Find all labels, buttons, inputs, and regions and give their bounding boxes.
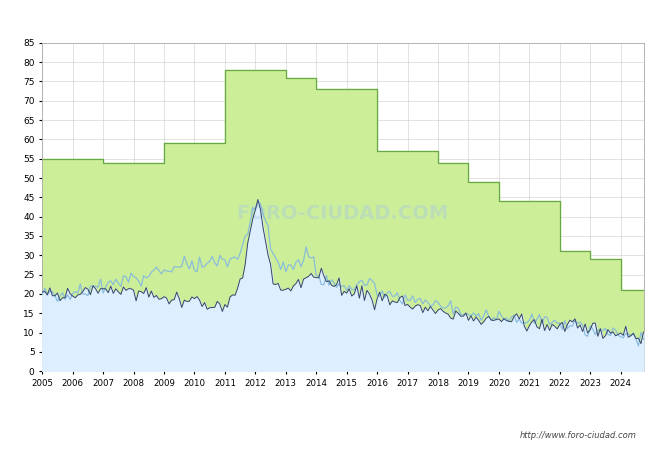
Text: http://www.foro-ciudad.com: http://www.foro-ciudad.com <box>520 431 637 440</box>
Text: Valdearcos de la Vega - Evolucion de la poblacion en edad de Trabajar Septiembre: Valdearcos de la Vega - Evolucion de la … <box>76 14 574 23</box>
Text: FORO-CIUDAD.COM: FORO-CIUDAD.COM <box>237 204 449 223</box>
